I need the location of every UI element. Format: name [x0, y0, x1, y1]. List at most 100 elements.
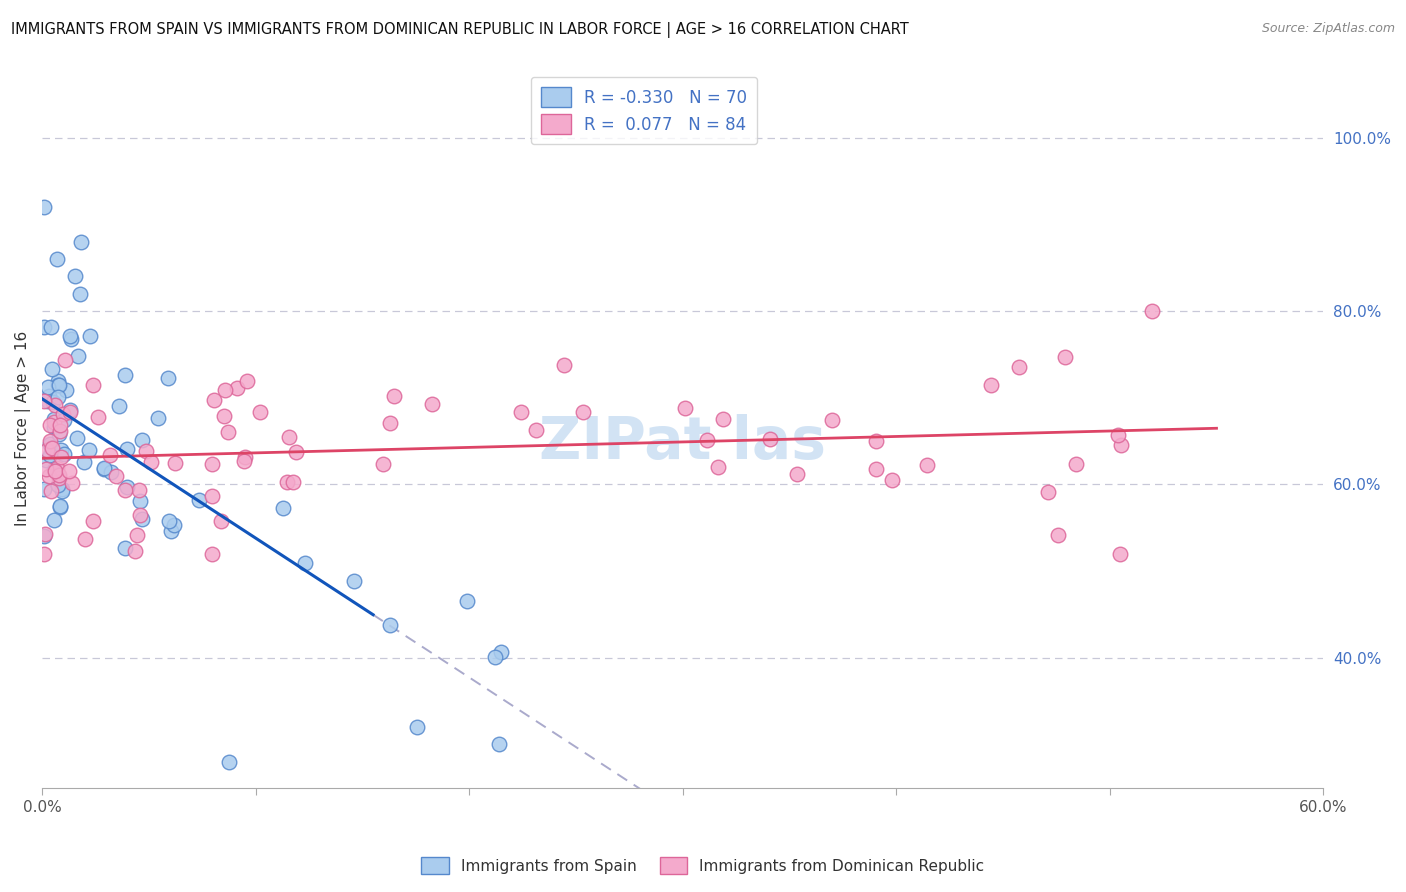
Point: [51, 482, 73, 496]
Point: [148, 410, 170, 425]
Point: [165, 456, 187, 470]
Point: [66, 431, 89, 445]
Point: [294, 556, 316, 570]
Point: [32, 200, 55, 214]
Point: [1054, 350, 1077, 364]
Point: [673, 401, 696, 416]
Point: [59, 405, 82, 419]
Point: [42, 420, 65, 434]
Point: [249, 405, 271, 419]
Point: [1107, 428, 1129, 442]
Point: [59, 329, 82, 343]
Point: [114, 483, 136, 497]
Point: [277, 430, 299, 444]
Point: [786, 467, 808, 481]
Point: [201, 457, 224, 471]
Point: [1109, 438, 1132, 452]
Point: [60, 332, 83, 346]
Point: [212, 409, 235, 423]
Point: [553, 358, 575, 372]
Point: [1046, 528, 1069, 542]
Point: [70, 235, 93, 249]
Point: [524, 423, 547, 437]
Point: [79, 328, 101, 343]
Point: [66, 349, 89, 363]
Point: [105, 469, 128, 483]
Text: IMMIGRANTS FROM SPAIN VS IMMIGRANTS FROM DOMINICAN REPUBLIC IN LABOR FORCE | AGE: IMMIGRANTS FROM SPAIN VS IMMIGRANTS FROM…: [11, 22, 910, 38]
Point: [98, 448, 121, 462]
Point: [44, 464, 66, 478]
Point: [51, 484, 73, 499]
Point: [711, 411, 734, 425]
Point: [32, 529, 55, 543]
Point: [35, 453, 58, 467]
Point: [37, 380, 59, 394]
Point: [131, 512, 153, 526]
Point: [124, 544, 146, 558]
Point: [41, 441, 63, 455]
Point: [108, 399, 131, 413]
Point: [49, 500, 72, 515]
Point: [48, 427, 70, 442]
Text: ZIPat las: ZIPat las: [538, 414, 827, 471]
Point: [128, 493, 150, 508]
Point: [484, 650, 506, 665]
Point: [48, 471, 70, 485]
Point: [371, 457, 394, 471]
Point: [187, 492, 209, 507]
Point: [63, 269, 86, 284]
Point: [114, 541, 136, 555]
Point: [707, 460, 730, 475]
Point: [73, 532, 96, 546]
Point: [160, 524, 183, 538]
Point: [42, 513, 65, 527]
Point: [93, 462, 115, 476]
Point: [200, 547, 222, 561]
Point: [758, 432, 780, 446]
Point: [1064, 457, 1087, 471]
Point: [35, 462, 58, 476]
Point: [53, 353, 76, 368]
Point: [696, 434, 718, 448]
Point: [45, 252, 67, 267]
Point: [32, 394, 55, 409]
Point: [49, 500, 72, 514]
Point: [1109, 547, 1132, 561]
Point: [39, 319, 62, 334]
Point: [235, 450, 257, 464]
Point: [46, 390, 69, 404]
Point: [384, 389, 406, 403]
Point: [34, 527, 56, 541]
Point: [225, 381, 247, 395]
Point: [114, 368, 136, 382]
Point: [343, 574, 366, 588]
Point: [38, 469, 60, 483]
Point: [42, 463, 65, 477]
Point: [880, 473, 903, 487]
Point: [32, 482, 55, 496]
Point: [55, 384, 77, 398]
Point: [115, 480, 138, 494]
Point: [865, 434, 887, 448]
Point: [491, 645, 513, 659]
Point: [87, 409, 110, 424]
Point: [128, 483, 150, 497]
Point: [209, 514, 232, 528]
Point: [131, 433, 153, 447]
Point: [509, 405, 531, 419]
Point: [420, 397, 443, 411]
Point: [35, 443, 58, 458]
Point: [202, 392, 225, 407]
Point: [980, 377, 1002, 392]
Point: [41, 361, 63, 376]
Point: [45, 460, 67, 475]
Point: [135, 443, 157, 458]
Point: [48, 467, 70, 482]
Point: [276, 475, 298, 490]
Point: [127, 528, 149, 542]
Point: [129, 508, 152, 522]
Point: [281, 475, 304, 490]
Point: [378, 416, 401, 430]
Point: [284, 444, 307, 458]
Legend: Immigrants from Spain, Immigrants from Dominican Republic: Immigrants from Spain, Immigrants from D…: [415, 851, 991, 880]
